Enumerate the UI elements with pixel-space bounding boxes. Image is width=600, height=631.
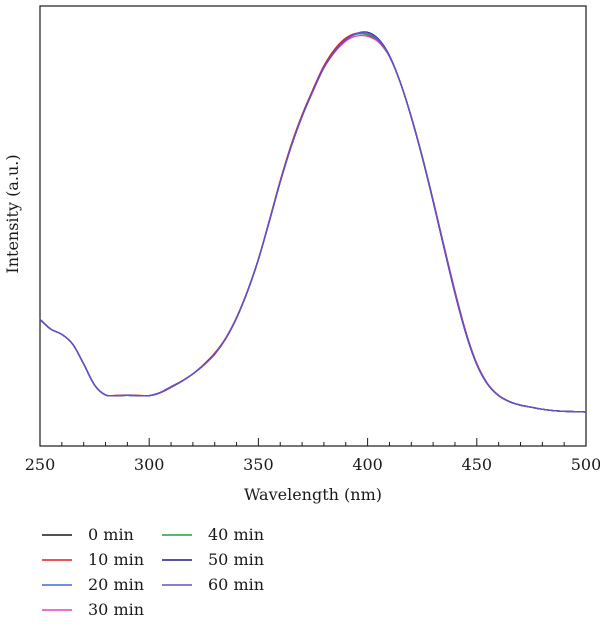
legend-label: 30 min bbox=[88, 600, 144, 619]
legend-label: 20 min bbox=[88, 575, 144, 594]
plot-frame bbox=[39, 5, 587, 447]
legend-label: 40 min bbox=[208, 525, 264, 544]
x-tick-label: 250 bbox=[25, 455, 56, 474]
y-axis-title: Intensity (a.u.) bbox=[3, 154, 22, 273]
series-line-60-min bbox=[39, 31, 587, 413]
x-tick-label: 500 bbox=[571, 455, 600, 474]
x-axis-title: Wavelength (nm) bbox=[244, 485, 382, 504]
legend: 0 min 10 min 20 min 30 min 40 min 50 min 60 mi… bbox=[42, 525, 264, 619]
legend-label: 0 min bbox=[88, 525, 134, 544]
legend-label: 10 min bbox=[88, 550, 144, 569]
x-tick-label: 450 bbox=[462, 455, 493, 474]
x-tick-label: 350 bbox=[243, 455, 274, 474]
x-axis: 250 300 350 400 450 500 bbox=[25, 438, 600, 474]
x-tick-label: 300 bbox=[134, 455, 165, 474]
series-lines bbox=[39, 31, 587, 413]
legend-label: 50 min bbox=[208, 550, 264, 569]
x-tick-label: 400 bbox=[352, 455, 383, 474]
legend-label: 60 min bbox=[208, 575, 264, 594]
